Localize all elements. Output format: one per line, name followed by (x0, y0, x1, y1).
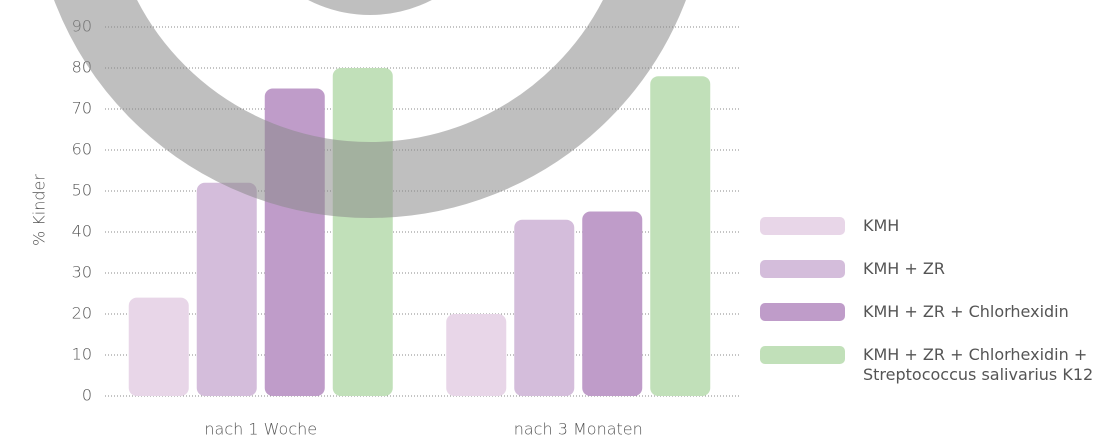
bar (514, 219, 575, 396)
y-axis-label: % Kinder (30, 174, 49, 246)
bar (446, 314, 507, 396)
legend-swatch (760, 217, 845, 235)
legend-label: KMH + ZR + Chlorhexidin + Streptococcus … (863, 345, 1094, 384)
bar (128, 297, 189, 396)
legend-label: KMH + ZR + Chlorhexidin (863, 302, 1069, 321)
bar (650, 76, 711, 396)
legend-swatch (760, 260, 845, 278)
legend-swatch (760, 346, 845, 364)
legend-label: KMH + ZR (863, 259, 945, 278)
bar (196, 182, 257, 396)
legend-item: KMH + ZR + Chlorhexidin + Streptococcus … (760, 345, 1103, 385)
legend-item: KMH + ZR (760, 259, 1103, 279)
x-tick-label: nach 1 Woche (204, 420, 317, 439)
legend-item: KMH (760, 216, 1103, 236)
y-tick-label: 0 (82, 386, 92, 405)
bar (582, 211, 643, 396)
legend-item: KMH + ZR + Chlorhexidin (760, 302, 1103, 322)
y-tick-label: 60 (72, 140, 92, 159)
y-tick-label: 40 (72, 222, 92, 241)
bar (332, 68, 393, 396)
y-tick-label: 30 (72, 263, 92, 282)
y-tick-label: 20 (72, 304, 92, 323)
x-tick-label: nach 3 Monaten (514, 420, 643, 439)
y-tick-label: 50 (72, 181, 92, 200)
y-tick-label: 10 (72, 345, 92, 364)
y-tick-label: 70 (72, 99, 92, 118)
legend-label: KMH (863, 216, 900, 235)
decorative-ring (54, 0, 686, 218)
legend-swatch (760, 303, 845, 321)
